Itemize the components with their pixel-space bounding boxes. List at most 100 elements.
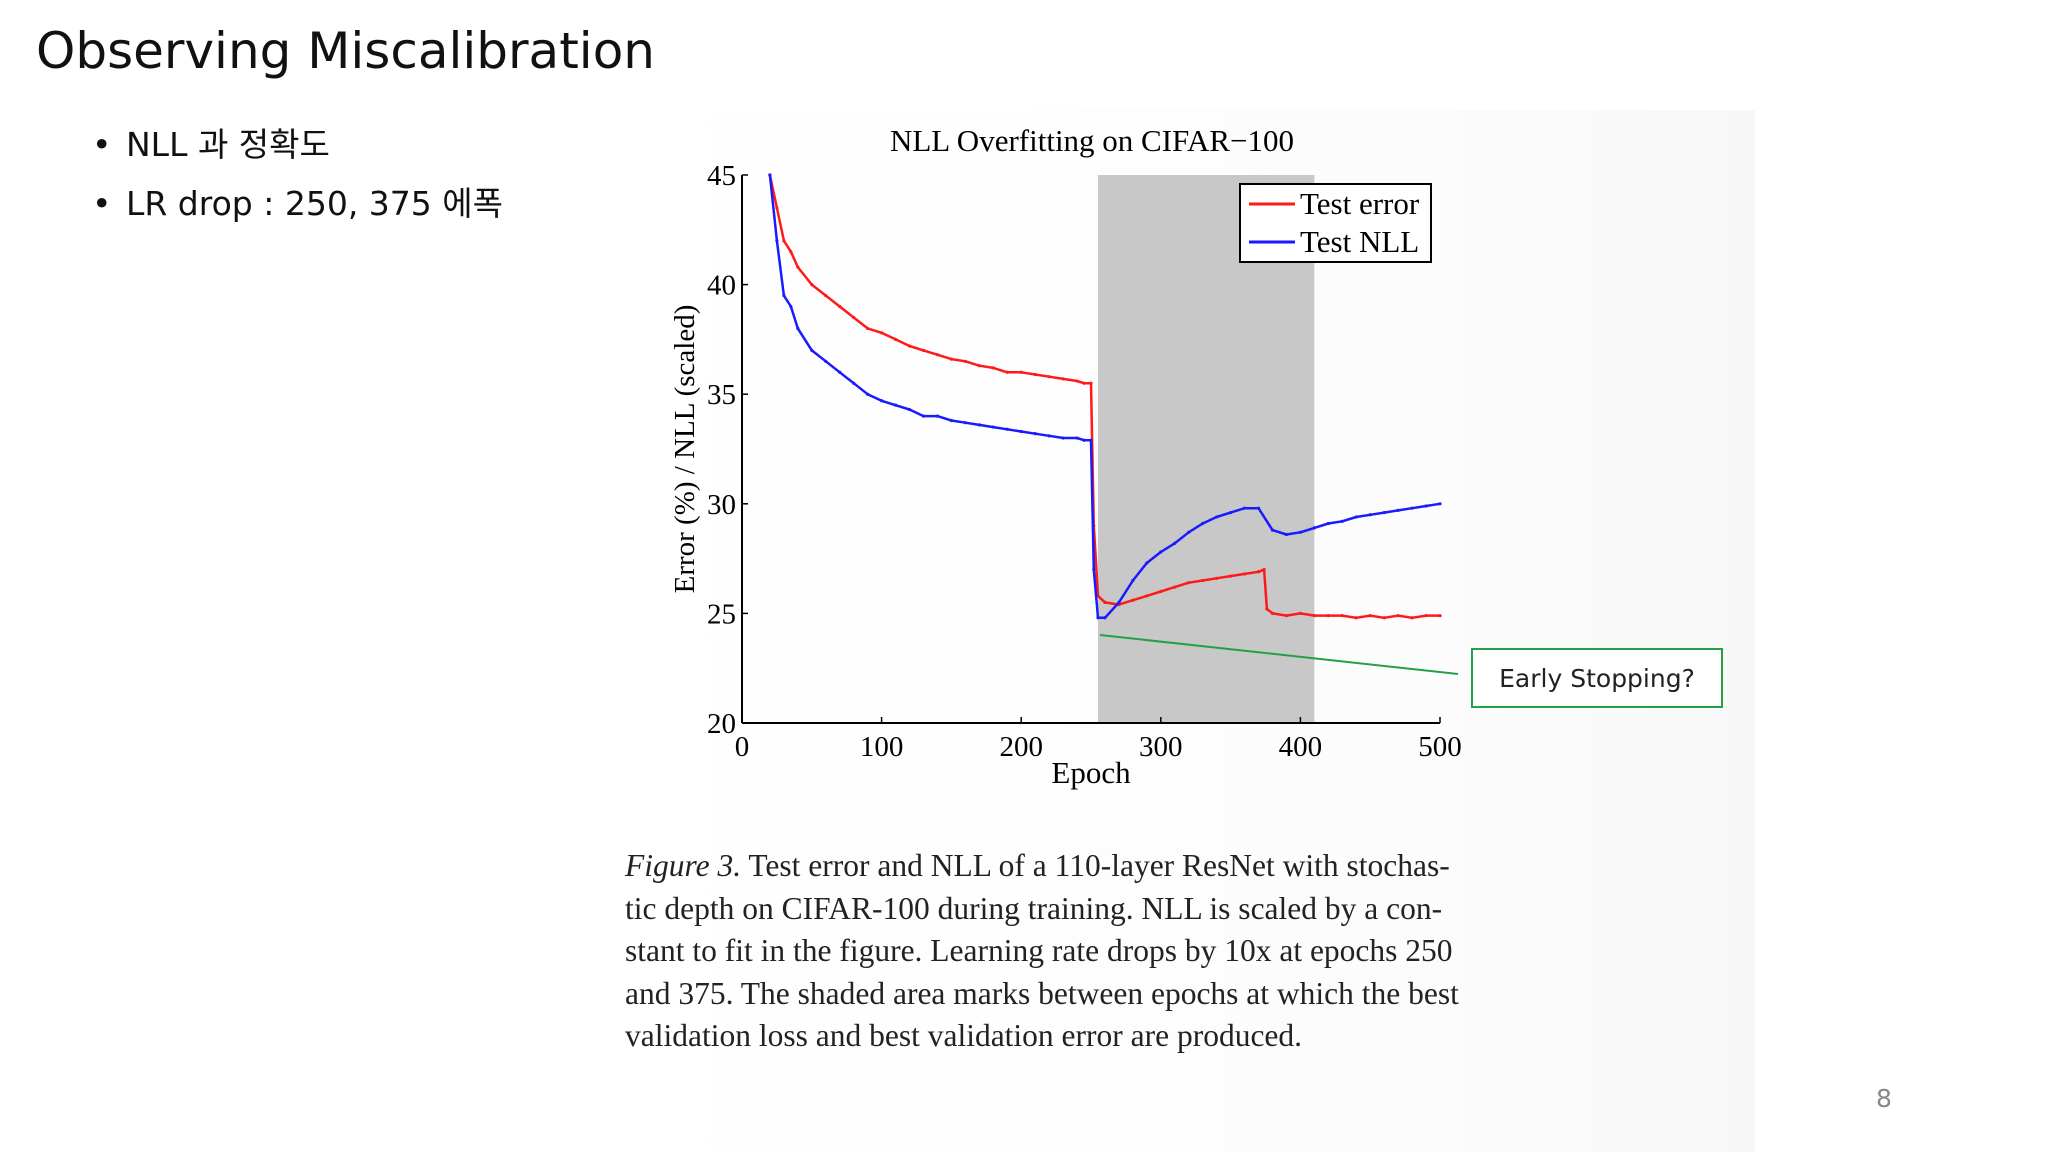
series-1-point bbox=[782, 293, 786, 298]
series-1-point bbox=[1312, 526, 1316, 530]
series-1-point bbox=[1117, 600, 1121, 605]
series-0-point bbox=[1005, 370, 1009, 374]
series-1-point bbox=[1187, 530, 1191, 534]
series-1-point bbox=[1005, 427, 1009, 431]
series-0-point bbox=[977, 364, 981, 368]
series-1-point bbox=[1096, 616, 1100, 620]
y-tick-label: 35 bbox=[707, 379, 736, 411]
series-1-point bbox=[1396, 508, 1400, 512]
series-1-point bbox=[907, 407, 912, 412]
y-tick-label: 45 bbox=[707, 160, 736, 192]
early-stopping-callout: Early Stopping? bbox=[1471, 648, 1723, 708]
legend: Test error Test NLL bbox=[1239, 183, 1432, 263]
series-0-point bbox=[1082, 381, 1086, 385]
caption-line: validation loss and best validation erro… bbox=[625, 1018, 1303, 1053]
series-0-point bbox=[949, 357, 954, 361]
series-1-point bbox=[1033, 432, 1037, 436]
series-0-point bbox=[991, 366, 995, 370]
series-1-point bbox=[1082, 438, 1086, 442]
series-0-point bbox=[1089, 381, 1093, 385]
series-0-point bbox=[1019, 370, 1023, 374]
series-1-point bbox=[935, 414, 940, 418]
series-1-point bbox=[1061, 436, 1065, 440]
series-line-1 bbox=[768, 174, 1441, 620]
series-line-0 bbox=[768, 174, 1440, 620]
series-0-point bbox=[963, 359, 967, 363]
x-tick-label: 200 bbox=[999, 731, 1043, 763]
series-1-point bbox=[768, 173, 772, 177]
series-1-point bbox=[1201, 521, 1205, 526]
series-0-point bbox=[782, 239, 786, 243]
series-1-point bbox=[880, 399, 884, 403]
series-0-point bbox=[1145, 594, 1149, 598]
legend-label-test-error: Test error bbox=[1300, 186, 1420, 221]
caption-line: stant to fit in the figure. Learning rat… bbox=[625, 933, 1453, 968]
series-0-point bbox=[935, 353, 940, 357]
series-1-point bbox=[1382, 510, 1386, 515]
series-1-point bbox=[1047, 434, 1051, 438]
series-0-point bbox=[907, 344, 912, 348]
series-0-point bbox=[1312, 613, 1316, 618]
bullet-item: NLL 과 정확도 bbox=[92, 115, 503, 174]
y-tick-label: 30 bbox=[707, 489, 736, 521]
series-0-point bbox=[1173, 585, 1177, 589]
series-1-point bbox=[1340, 519, 1344, 523]
series-1-point bbox=[949, 418, 954, 423]
series-1-point bbox=[921, 414, 926, 418]
series-0-point bbox=[1033, 372, 1037, 377]
series-1-point bbox=[1242, 506, 1247, 510]
series-1-point bbox=[1131, 578, 1135, 583]
series-0-point bbox=[866, 326, 870, 331]
series-1-point bbox=[789, 304, 793, 309]
x-tick-label: 400 bbox=[1279, 731, 1323, 763]
series-1-point bbox=[810, 348, 814, 352]
x-axis-label: Epoch bbox=[1051, 755, 1131, 790]
series-0-point bbox=[789, 250, 793, 254]
series-0-point bbox=[1270, 611, 1275, 616]
series-1-point bbox=[1145, 561, 1149, 565]
series-0-point bbox=[1131, 598, 1135, 602]
series-0-point bbox=[1047, 375, 1051, 379]
series-0-point bbox=[921, 348, 926, 352]
series-0-point bbox=[1298, 611, 1302, 616]
series-1-point bbox=[1270, 528, 1275, 532]
series-0-point bbox=[1262, 567, 1266, 572]
series-0-point bbox=[1410, 616, 1414, 620]
series-1-point bbox=[991, 425, 995, 429]
series-0-point bbox=[1242, 572, 1247, 576]
series-0-point bbox=[1382, 616, 1386, 620]
series-1-point bbox=[1368, 513, 1372, 517]
series-0-point bbox=[796, 265, 800, 269]
series-0-point bbox=[1061, 377, 1065, 381]
x-tick-label: 300 bbox=[1139, 731, 1183, 763]
series-1-point bbox=[838, 370, 842, 374]
series-1-point bbox=[1326, 521, 1330, 526]
x-tick-label: 100 bbox=[860, 731, 904, 763]
series-0-point bbox=[893, 337, 898, 341]
x-tick-label: 0 bbox=[735, 731, 750, 763]
x-tick-label: 500 bbox=[1418, 731, 1462, 763]
y-tick-label: 20 bbox=[707, 708, 736, 740]
series-1-point bbox=[1089, 438, 1093, 442]
series-0-point bbox=[852, 315, 856, 320]
caption-label: Figure 3. bbox=[625, 848, 742, 883]
series-1-point bbox=[866, 392, 870, 396]
series-0-point bbox=[1256, 570, 1261, 574]
series-1-point bbox=[1256, 506, 1261, 510]
y-tick-label: 25 bbox=[707, 598, 736, 630]
series-0-point bbox=[838, 304, 842, 309]
series-0-point bbox=[775, 206, 779, 210]
series-0-point bbox=[1075, 379, 1079, 383]
legend-box bbox=[1239, 183, 1432, 263]
bullet-list: NLL 과 정확도 LR drop : 250, 375 에폭 bbox=[92, 115, 503, 233]
series-1-point bbox=[1438, 502, 1442, 506]
series-1-point bbox=[1298, 530, 1302, 534]
series-1-point bbox=[977, 423, 981, 427]
series-1-point bbox=[1215, 515, 1219, 519]
chart-title: NLL Overfitting on CIFAR−100 bbox=[890, 123, 1294, 158]
series-1-point bbox=[963, 421, 967, 425]
figure-caption: Figure 3. Test error and NLL of a 110-la… bbox=[625, 845, 1625, 1058]
series-1-point bbox=[1354, 515, 1358, 519]
series-0-point bbox=[1284, 613, 1289, 618]
